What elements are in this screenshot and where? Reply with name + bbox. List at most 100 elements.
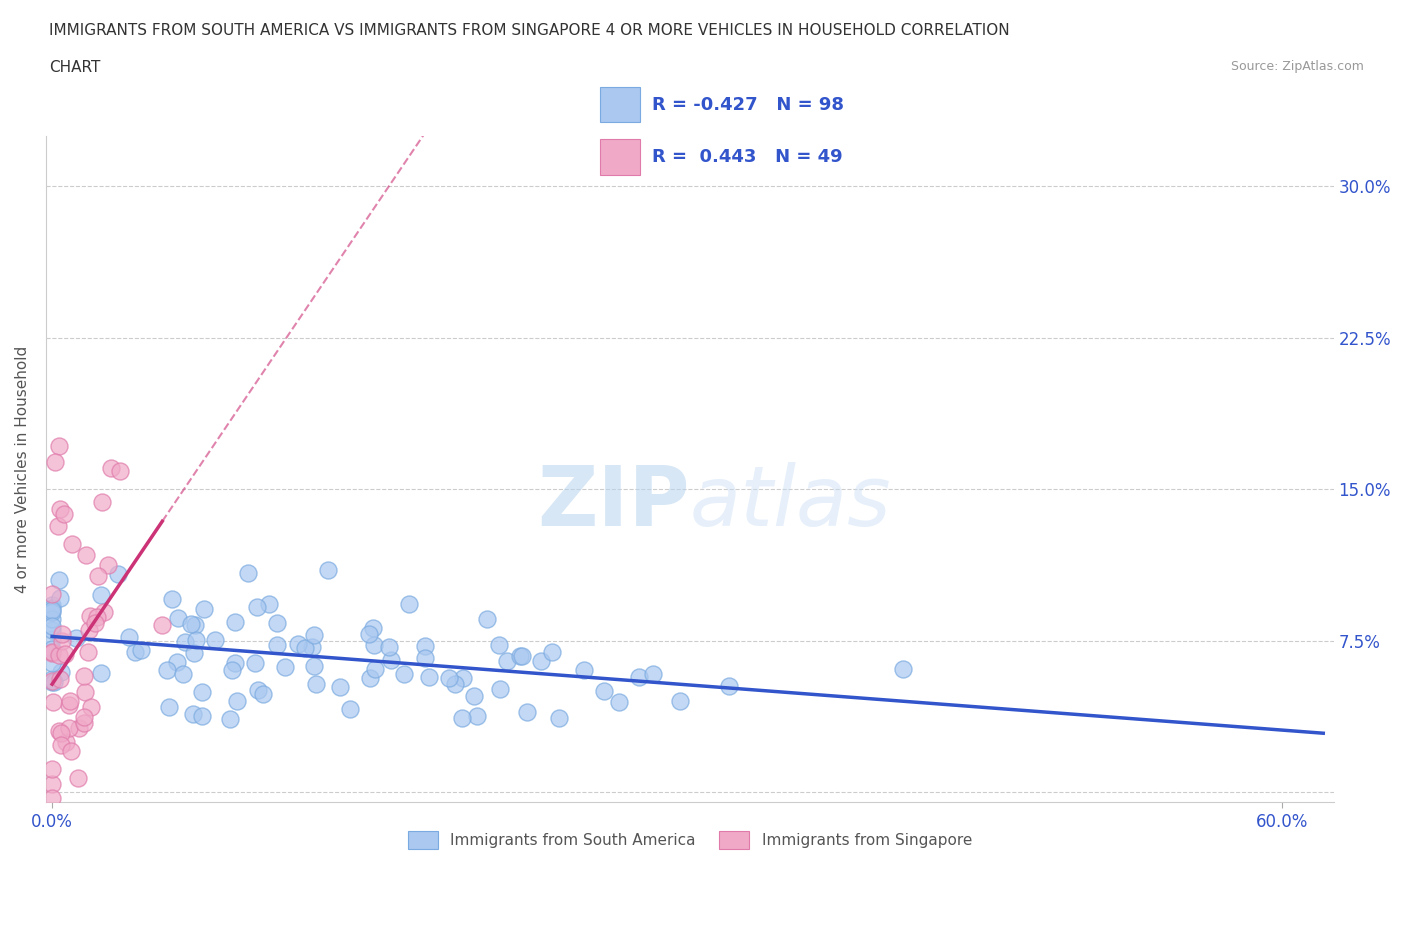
Point <box>166 610 188 625</box>
Point <box>294 641 316 656</box>
Point <box>156 663 179 678</box>
Point <box>48 573 70 588</box>
Point <box>41 805 63 820</box>
Point <box>236 566 259 581</box>
Point <box>266 638 288 653</box>
Point <box>90 588 112 603</box>
Point <box>245 655 267 670</box>
Point <box>51 627 73 642</box>
Point <box>166 655 188 670</box>
Point <box>58 721 80 736</box>
Point <box>58 698 80 712</box>
Point <box>41 762 63 777</box>
Point <box>266 616 288 631</box>
Point <box>183 706 205 721</box>
Point <box>226 693 249 708</box>
Point <box>77 622 100 637</box>
Point <box>463 688 485 703</box>
Point <box>60 744 83 759</box>
Point <box>193 601 215 616</box>
Point <box>79 608 101 623</box>
Point <box>90 666 112 681</box>
Point <box>718 679 741 694</box>
Point <box>252 686 274 701</box>
Point <box>488 637 510 652</box>
Point <box>72 669 94 684</box>
Point <box>247 683 270 698</box>
Point <box>530 654 553 669</box>
Point <box>274 659 297 674</box>
Point <box>304 658 326 673</box>
Text: R =  0.443   N = 49: R = 0.443 N = 49 <box>652 148 844 166</box>
Point <box>118 630 141 644</box>
Point <box>77 645 100 660</box>
Point <box>86 610 108 625</box>
Point <box>41 645 63 660</box>
Point <box>361 620 384 635</box>
Point <box>49 665 72 680</box>
Point <box>124 644 146 659</box>
Point <box>191 684 214 699</box>
Point <box>41 604 63 619</box>
Point <box>302 628 325 643</box>
Point <box>301 639 323 654</box>
Point <box>451 711 474 725</box>
Y-axis label: 4 or more Vehicles in Household: 4 or more Vehicles in Household <box>15 346 30 592</box>
Point <box>41 641 63 656</box>
Point <box>41 587 63 602</box>
Point <box>451 671 474 685</box>
Point <box>574 662 596 677</box>
Point <box>893 662 915 677</box>
Point <box>41 597 63 612</box>
Point <box>66 771 89 786</box>
Point <box>41 674 63 689</box>
Point <box>90 494 112 509</box>
Point <box>41 777 63 791</box>
Point <box>669 693 692 708</box>
Point <box>377 639 399 654</box>
Point <box>41 612 63 627</box>
Point <box>83 616 105 631</box>
Point <box>41 622 63 637</box>
Point <box>75 684 97 699</box>
Text: CHART: CHART <box>49 60 101 75</box>
Point <box>80 699 103 714</box>
Point <box>44 455 66 470</box>
Point <box>55 735 77 750</box>
Point <box>413 638 436 653</box>
Point <box>641 667 664 682</box>
Point <box>173 634 195 649</box>
Point <box>444 677 467 692</box>
Point <box>41 790 63 805</box>
Point <box>129 643 152 658</box>
Point <box>48 647 70 662</box>
Text: ZIP: ZIP <box>537 462 690 543</box>
Point <box>173 666 195 681</box>
Point <box>93 604 115 619</box>
Point <box>329 679 352 694</box>
Point <box>53 506 76 521</box>
FancyBboxPatch shape <box>600 140 640 175</box>
Point <box>363 661 385 676</box>
Point <box>219 711 242 726</box>
Point <box>357 627 380 642</box>
Point <box>359 671 381 685</box>
Point <box>627 670 650 684</box>
Point <box>42 695 65 710</box>
Point <box>180 616 202 631</box>
Point <box>224 615 246 630</box>
Text: Source: ZipAtlas.com: Source: ZipAtlas.com <box>1230 60 1364 73</box>
Point <box>108 463 131 478</box>
Point <box>607 695 630 710</box>
Point <box>475 611 498 626</box>
Point <box>73 710 96 724</box>
Point <box>246 600 269 615</box>
Point <box>363 637 385 652</box>
Text: IMMIGRANTS FROM SOUTH AMERICA VS IMMIGRANTS FROM SINGAPORE 4 OR MORE VEHICLES IN: IMMIGRANTS FROM SOUTH AMERICA VS IMMIGRA… <box>49 23 1010 38</box>
Point <box>44 675 66 690</box>
Point <box>41 631 63 646</box>
Point <box>157 699 180 714</box>
Point <box>305 676 328 691</box>
Point <box>593 684 616 698</box>
Point <box>437 671 460 685</box>
